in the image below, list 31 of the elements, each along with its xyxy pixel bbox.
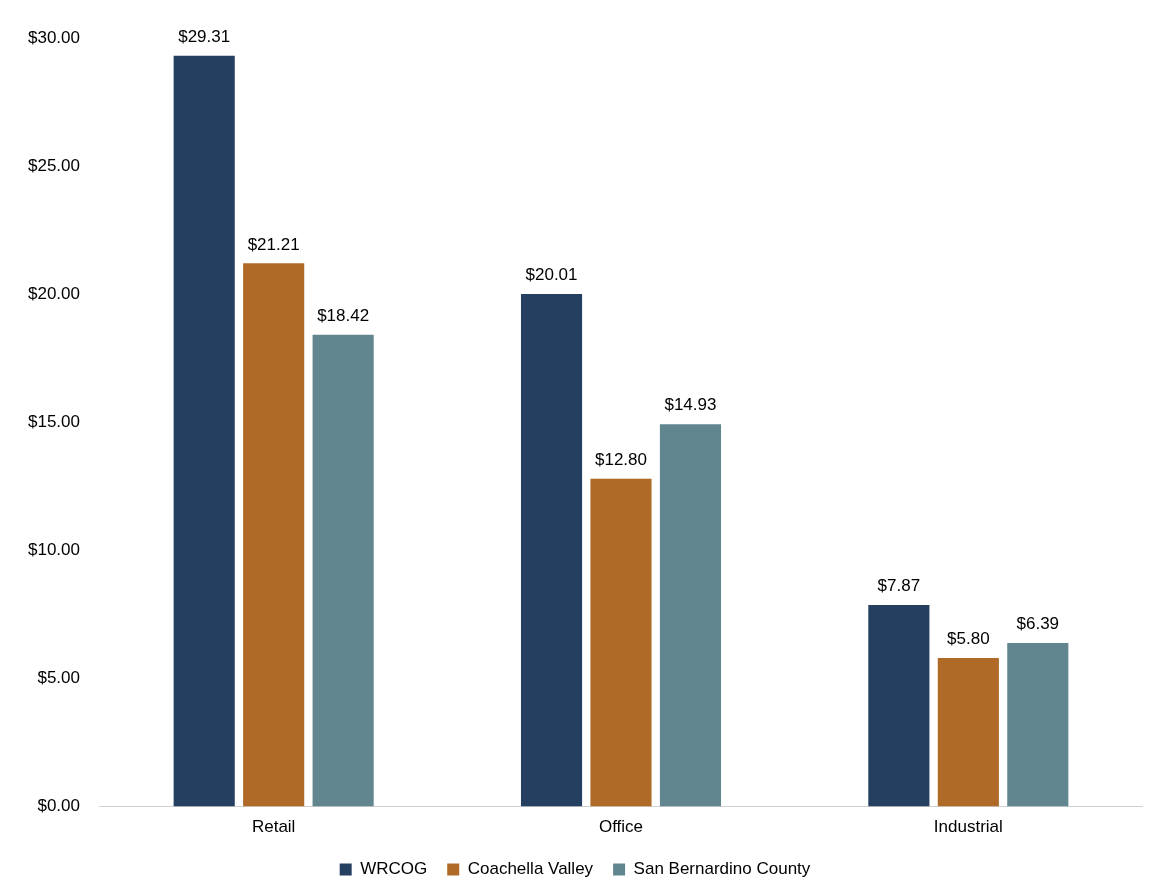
x-tick-label: Retail (251, 817, 296, 837)
data-label: $21.21 (247, 234, 300, 254)
legend-label: Coachella Valley (467, 859, 594, 879)
x-tick-label: Industrial (933, 817, 1003, 837)
y-tick-label: $10.00 (28, 540, 80, 560)
bar (243, 263, 305, 807)
data-label: $5.80 (947, 629, 990, 649)
data-label: $29.31 (178, 27, 231, 47)
y-tick-label: $20.00 (28, 284, 80, 304)
data-label: $18.42 (317, 305, 370, 325)
y-tick-label: $15.00 (28, 412, 80, 432)
y-tick-label: $25.00 (28, 155, 80, 175)
bar (520, 294, 583, 807)
x-tick-label: Office (598, 817, 644, 837)
y-tick-label: $0.00 (37, 796, 80, 816)
bar (312, 334, 374, 807)
bar (659, 424, 722, 807)
bar (868, 605, 930, 807)
bar (937, 658, 999, 807)
data-label: $7.87 (877, 576, 921, 596)
y-tick-label: $30.00 (28, 27, 80, 47)
bar (590, 478, 652, 807)
legend-label: San Bernardino County (633, 859, 811, 879)
data-label: $6.39 (1016, 614, 1060, 634)
bar (1007, 642, 1069, 807)
data-label: $20.01 (525, 265, 578, 285)
bar (173, 55, 235, 807)
data-label: $12.80 (595, 449, 647, 469)
legend-label: WRCOG (360, 859, 428, 879)
data-label: $14.93 (664, 395, 717, 415)
y-tick-label: $5.00 (37, 668, 80, 688)
